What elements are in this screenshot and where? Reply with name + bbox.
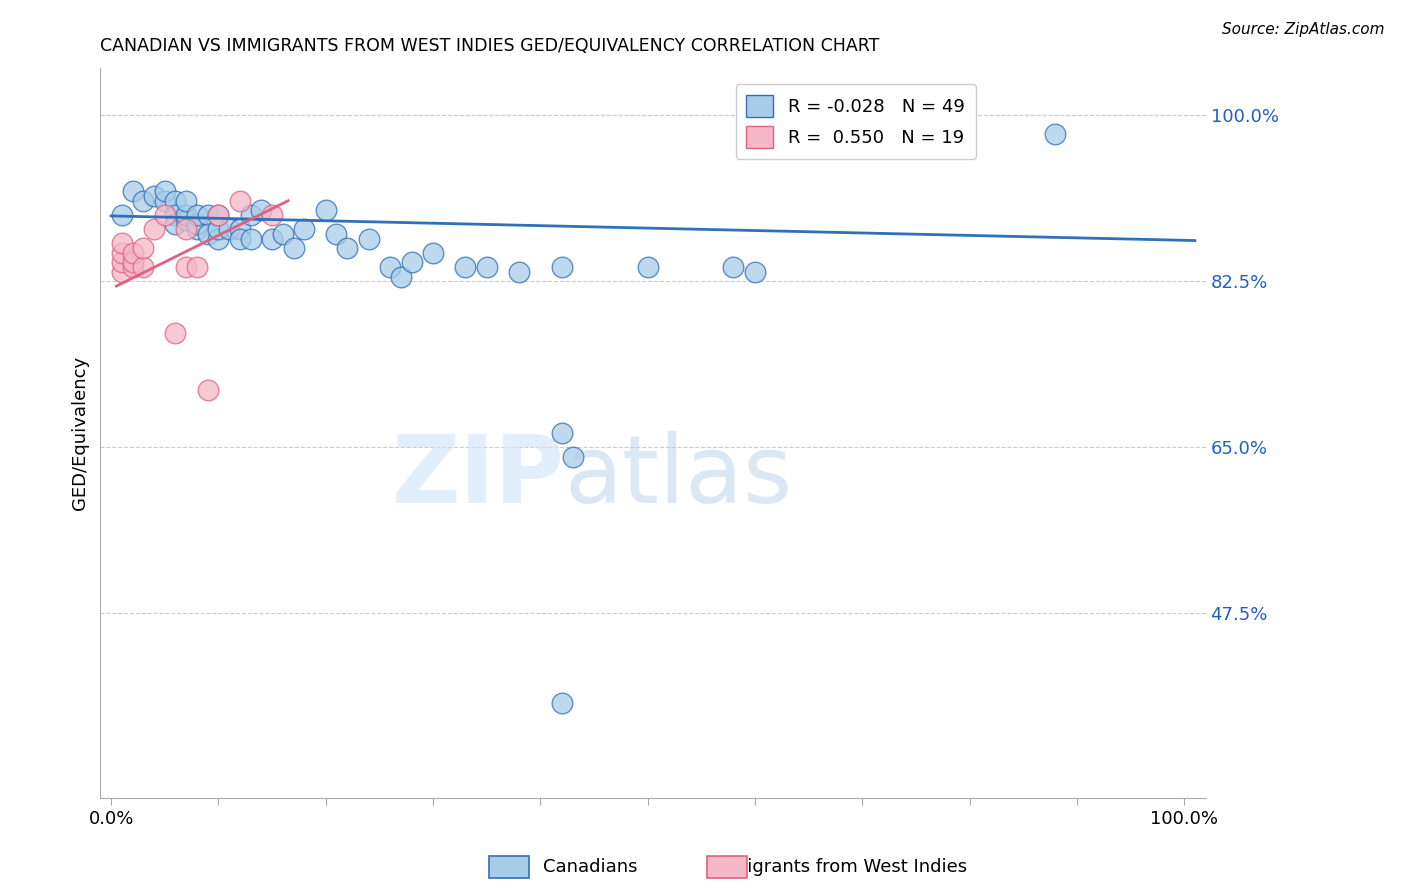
- Point: [153, 208, 176, 222]
- Point: [121, 184, 143, 198]
- Point: [132, 260, 155, 274]
- Point: [174, 208, 197, 222]
- Point: [723, 260, 745, 274]
- Point: [165, 194, 187, 208]
- Point: [336, 241, 359, 255]
- Point: [197, 384, 219, 398]
- Point: [454, 260, 477, 274]
- Point: [378, 260, 401, 274]
- Point: [165, 208, 187, 222]
- Point: [561, 450, 583, 464]
- Point: [508, 265, 530, 279]
- Point: [315, 203, 337, 218]
- Point: [271, 227, 294, 241]
- Point: [186, 218, 208, 232]
- Point: [174, 194, 197, 208]
- Point: [229, 222, 252, 236]
- Point: [111, 255, 134, 269]
- Point: [197, 227, 219, 241]
- Point: [1045, 128, 1067, 142]
- Text: Source: ZipAtlas.com: Source: ZipAtlas.com: [1222, 22, 1385, 37]
- Point: [292, 222, 315, 236]
- Point: [197, 208, 219, 222]
- Legend: R = -0.028   N = 49, R =  0.550   N = 19: R = -0.028 N = 49, R = 0.550 N = 19: [735, 85, 976, 159]
- Point: [186, 260, 208, 274]
- Text: atlas: atlas: [565, 431, 793, 523]
- Point: [111, 208, 134, 222]
- Point: [143, 222, 166, 236]
- Point: [207, 208, 229, 222]
- Text: CANADIAN VS IMMIGRANTS FROM WEST INDIES GED/EQUIVALENCY CORRELATION CHART: CANADIAN VS IMMIGRANTS FROM WEST INDIES …: [100, 37, 880, 55]
- Point: [389, 269, 412, 284]
- Point: [121, 255, 143, 269]
- Point: [475, 260, 498, 274]
- Point: [551, 260, 574, 274]
- Point: [111, 245, 134, 260]
- Point: [174, 222, 197, 236]
- Point: [132, 194, 155, 208]
- Point: [165, 326, 187, 341]
- Point: [111, 236, 134, 251]
- Point: [260, 208, 283, 222]
- Point: [239, 232, 262, 246]
- Point: [551, 696, 574, 710]
- Point: [260, 232, 283, 246]
- Text: Canadians: Canadians: [543, 858, 638, 876]
- Point: [218, 222, 240, 236]
- Point: [153, 194, 176, 208]
- Point: [325, 227, 347, 241]
- Point: [229, 194, 252, 208]
- Text: ZIP: ZIP: [392, 431, 565, 523]
- Point: [239, 208, 262, 222]
- Point: [207, 222, 229, 236]
- Point: [186, 222, 208, 236]
- Point: [744, 265, 766, 279]
- Point: [229, 232, 252, 246]
- Point: [283, 241, 305, 255]
- Point: [121, 245, 143, 260]
- Point: [132, 241, 155, 255]
- Y-axis label: GED/Equivalency: GED/Equivalency: [72, 356, 89, 510]
- Point: [250, 203, 273, 218]
- Point: [207, 208, 229, 222]
- Point: [165, 218, 187, 232]
- Point: [174, 212, 197, 227]
- Point: [357, 232, 380, 246]
- Point: [111, 265, 134, 279]
- Point: [174, 260, 197, 274]
- Point: [153, 184, 176, 198]
- Point: [637, 260, 659, 274]
- Point: [121, 260, 143, 274]
- Point: [551, 425, 574, 440]
- Point: [143, 189, 166, 203]
- Point: [186, 208, 208, 222]
- Point: [207, 232, 229, 246]
- Text: Immigrants from West Indies: Immigrants from West Indies: [706, 858, 967, 876]
- Point: [422, 245, 444, 260]
- Point: [401, 255, 423, 269]
